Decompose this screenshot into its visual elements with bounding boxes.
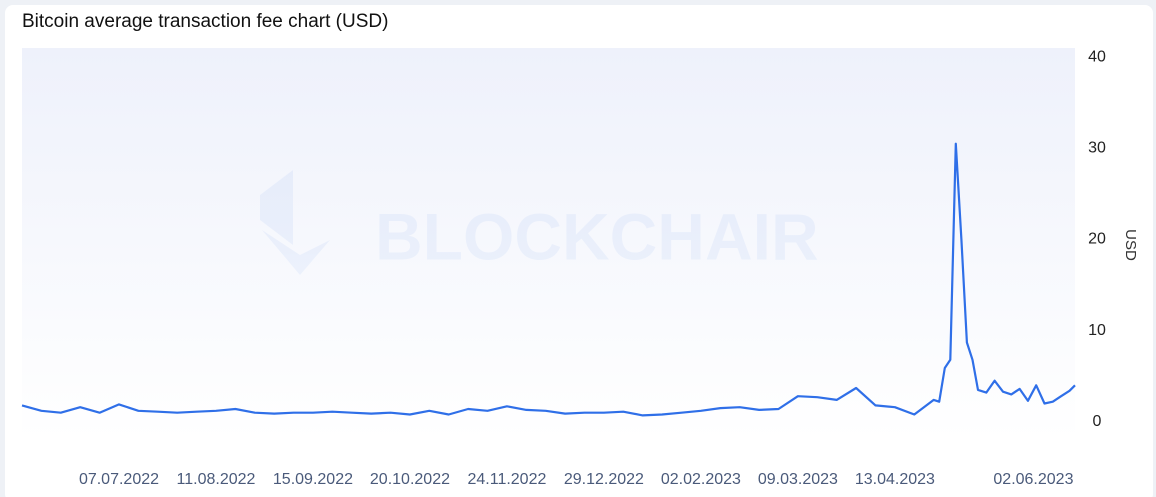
x-tick-label: 11.08.2022	[177, 471, 256, 488]
chart-title: Bitcoin average transaction fee chart (U…	[22, 11, 388, 32]
x-tick-label: 29.12.2022	[564, 471, 644, 488]
watermark: BLOCKCHAIR	[375, 199, 819, 273]
x-tick-label: 20.10.2022	[370, 471, 450, 488]
data-line	[21, 142, 1076, 417]
y-tick-label: 40	[1088, 48, 1106, 65]
x-tick-label: 02.06.2023	[993, 471, 1073, 488]
x-tick-label: 24.11.2022	[467, 471, 546, 488]
x-tick-label: 02.02.2023	[661, 471, 741, 488]
plot-area	[22, 48, 1075, 440]
x-tick-label: 13.04.2023	[855, 471, 935, 488]
x-tick-label: 09.03.2023	[758, 471, 838, 488]
y-tick-label: 0	[1093, 413, 1102, 430]
x-tick-label: 15.09.2022	[273, 471, 353, 488]
y-tick-label: 30	[1088, 139, 1106, 156]
y-axis-label: USD	[1122, 229, 1139, 261]
y-tick-label: 20	[1088, 231, 1106, 248]
y-tick-label: 10	[1088, 322, 1106, 339]
watermark-logo	[260, 170, 330, 275]
x-tick-label: 07.07.2022	[79, 471, 159, 488]
